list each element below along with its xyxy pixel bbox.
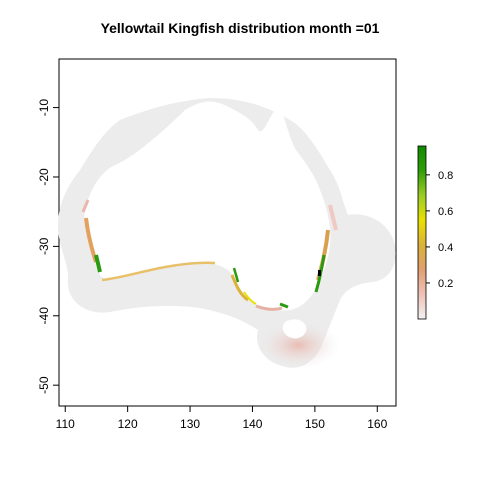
- east-coast-black-cell: [318, 270, 321, 276]
- northwest-haze: [81, 199, 90, 213]
- australia-landmass: [84, 101, 331, 339]
- x-axis: 110 120 130 140 150 160: [56, 406, 388, 431]
- x-tick-label: 130: [180, 417, 200, 431]
- x-tick-label: 160: [367, 417, 387, 431]
- legend-colorbar: [417, 145, 427, 320]
- west-coast-high: [94, 254, 102, 273]
- x-tick-label: 150: [305, 417, 325, 431]
- south-coast-mid: [101, 261, 216, 282]
- x-tick-label: 120: [118, 417, 138, 431]
- y-tick-label: -10: [37, 99, 51, 117]
- tasmania: [282, 319, 307, 339]
- x-tick-label: 140: [242, 417, 262, 431]
- victoria-low: [255, 304, 283, 311]
- legend-ticks: 0.2 0.4 0.6 0.8: [426, 170, 453, 290]
- y-tick-label: -50: [37, 376, 51, 394]
- gulfs-high: [232, 267, 240, 283]
- legend-tick-label: 0.8: [438, 170, 453, 182]
- legend-tick-label: 0.4: [438, 242, 453, 254]
- east-haze: [328, 204, 338, 231]
- legend-tick-label: 0.6: [438, 206, 453, 218]
- x-tick-label: 110: [56, 417, 75, 431]
- coastal-habitat: [81, 199, 338, 311]
- page-title: Yellowtail Kingfish distribution month =…: [100, 20, 380, 36]
- tasmania-low-probability: [256, 321, 340, 369]
- gulfs-mid: [230, 274, 249, 302]
- legend-tick-label: 0.2: [438, 278, 453, 290]
- y-tick-label: -20: [37, 168, 51, 186]
- victoria-high: [279, 302, 289, 309]
- legend: 0.2 0.4 0.6 0.8: [417, 145, 453, 320]
- y-tick-label: -40: [37, 307, 51, 325]
- y-tick-label: -30: [37, 237, 51, 255]
- gulfs-yellow: [243, 291, 257, 305]
- y-axis: -10 -20 -30 -40 -50: [37, 99, 59, 394]
